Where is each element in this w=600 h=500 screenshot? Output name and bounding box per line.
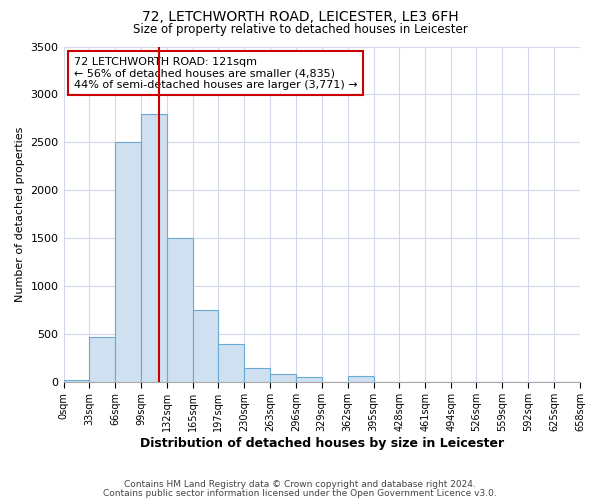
- X-axis label: Distribution of detached houses by size in Leicester: Distribution of detached houses by size …: [140, 437, 504, 450]
- Bar: [347, 376, 374, 382]
- Bar: [89, 336, 115, 382]
- Bar: [244, 368, 270, 382]
- Bar: [296, 377, 322, 382]
- Text: Contains public sector information licensed under the Open Government Licence v3: Contains public sector information licen…: [103, 488, 497, 498]
- Text: Contains HM Land Registry data © Crown copyright and database right 2024.: Contains HM Land Registry data © Crown c…: [124, 480, 476, 489]
- Bar: [193, 310, 218, 382]
- Text: 72, LETCHWORTH ROAD, LEICESTER, LE3 6FH: 72, LETCHWORTH ROAD, LEICESTER, LE3 6FH: [142, 10, 458, 24]
- Bar: [270, 374, 296, 382]
- Bar: [218, 344, 244, 382]
- Text: Size of property relative to detached houses in Leicester: Size of property relative to detached ho…: [133, 22, 467, 36]
- Bar: [115, 142, 141, 382]
- Bar: [64, 380, 89, 382]
- Bar: [141, 114, 167, 382]
- Bar: [167, 238, 193, 382]
- Y-axis label: Number of detached properties: Number of detached properties: [15, 126, 25, 302]
- Text: 72 LETCHWORTH ROAD: 121sqm
← 56% of detached houses are smaller (4,835)
44% of s: 72 LETCHWORTH ROAD: 121sqm ← 56% of deta…: [74, 56, 358, 90]
